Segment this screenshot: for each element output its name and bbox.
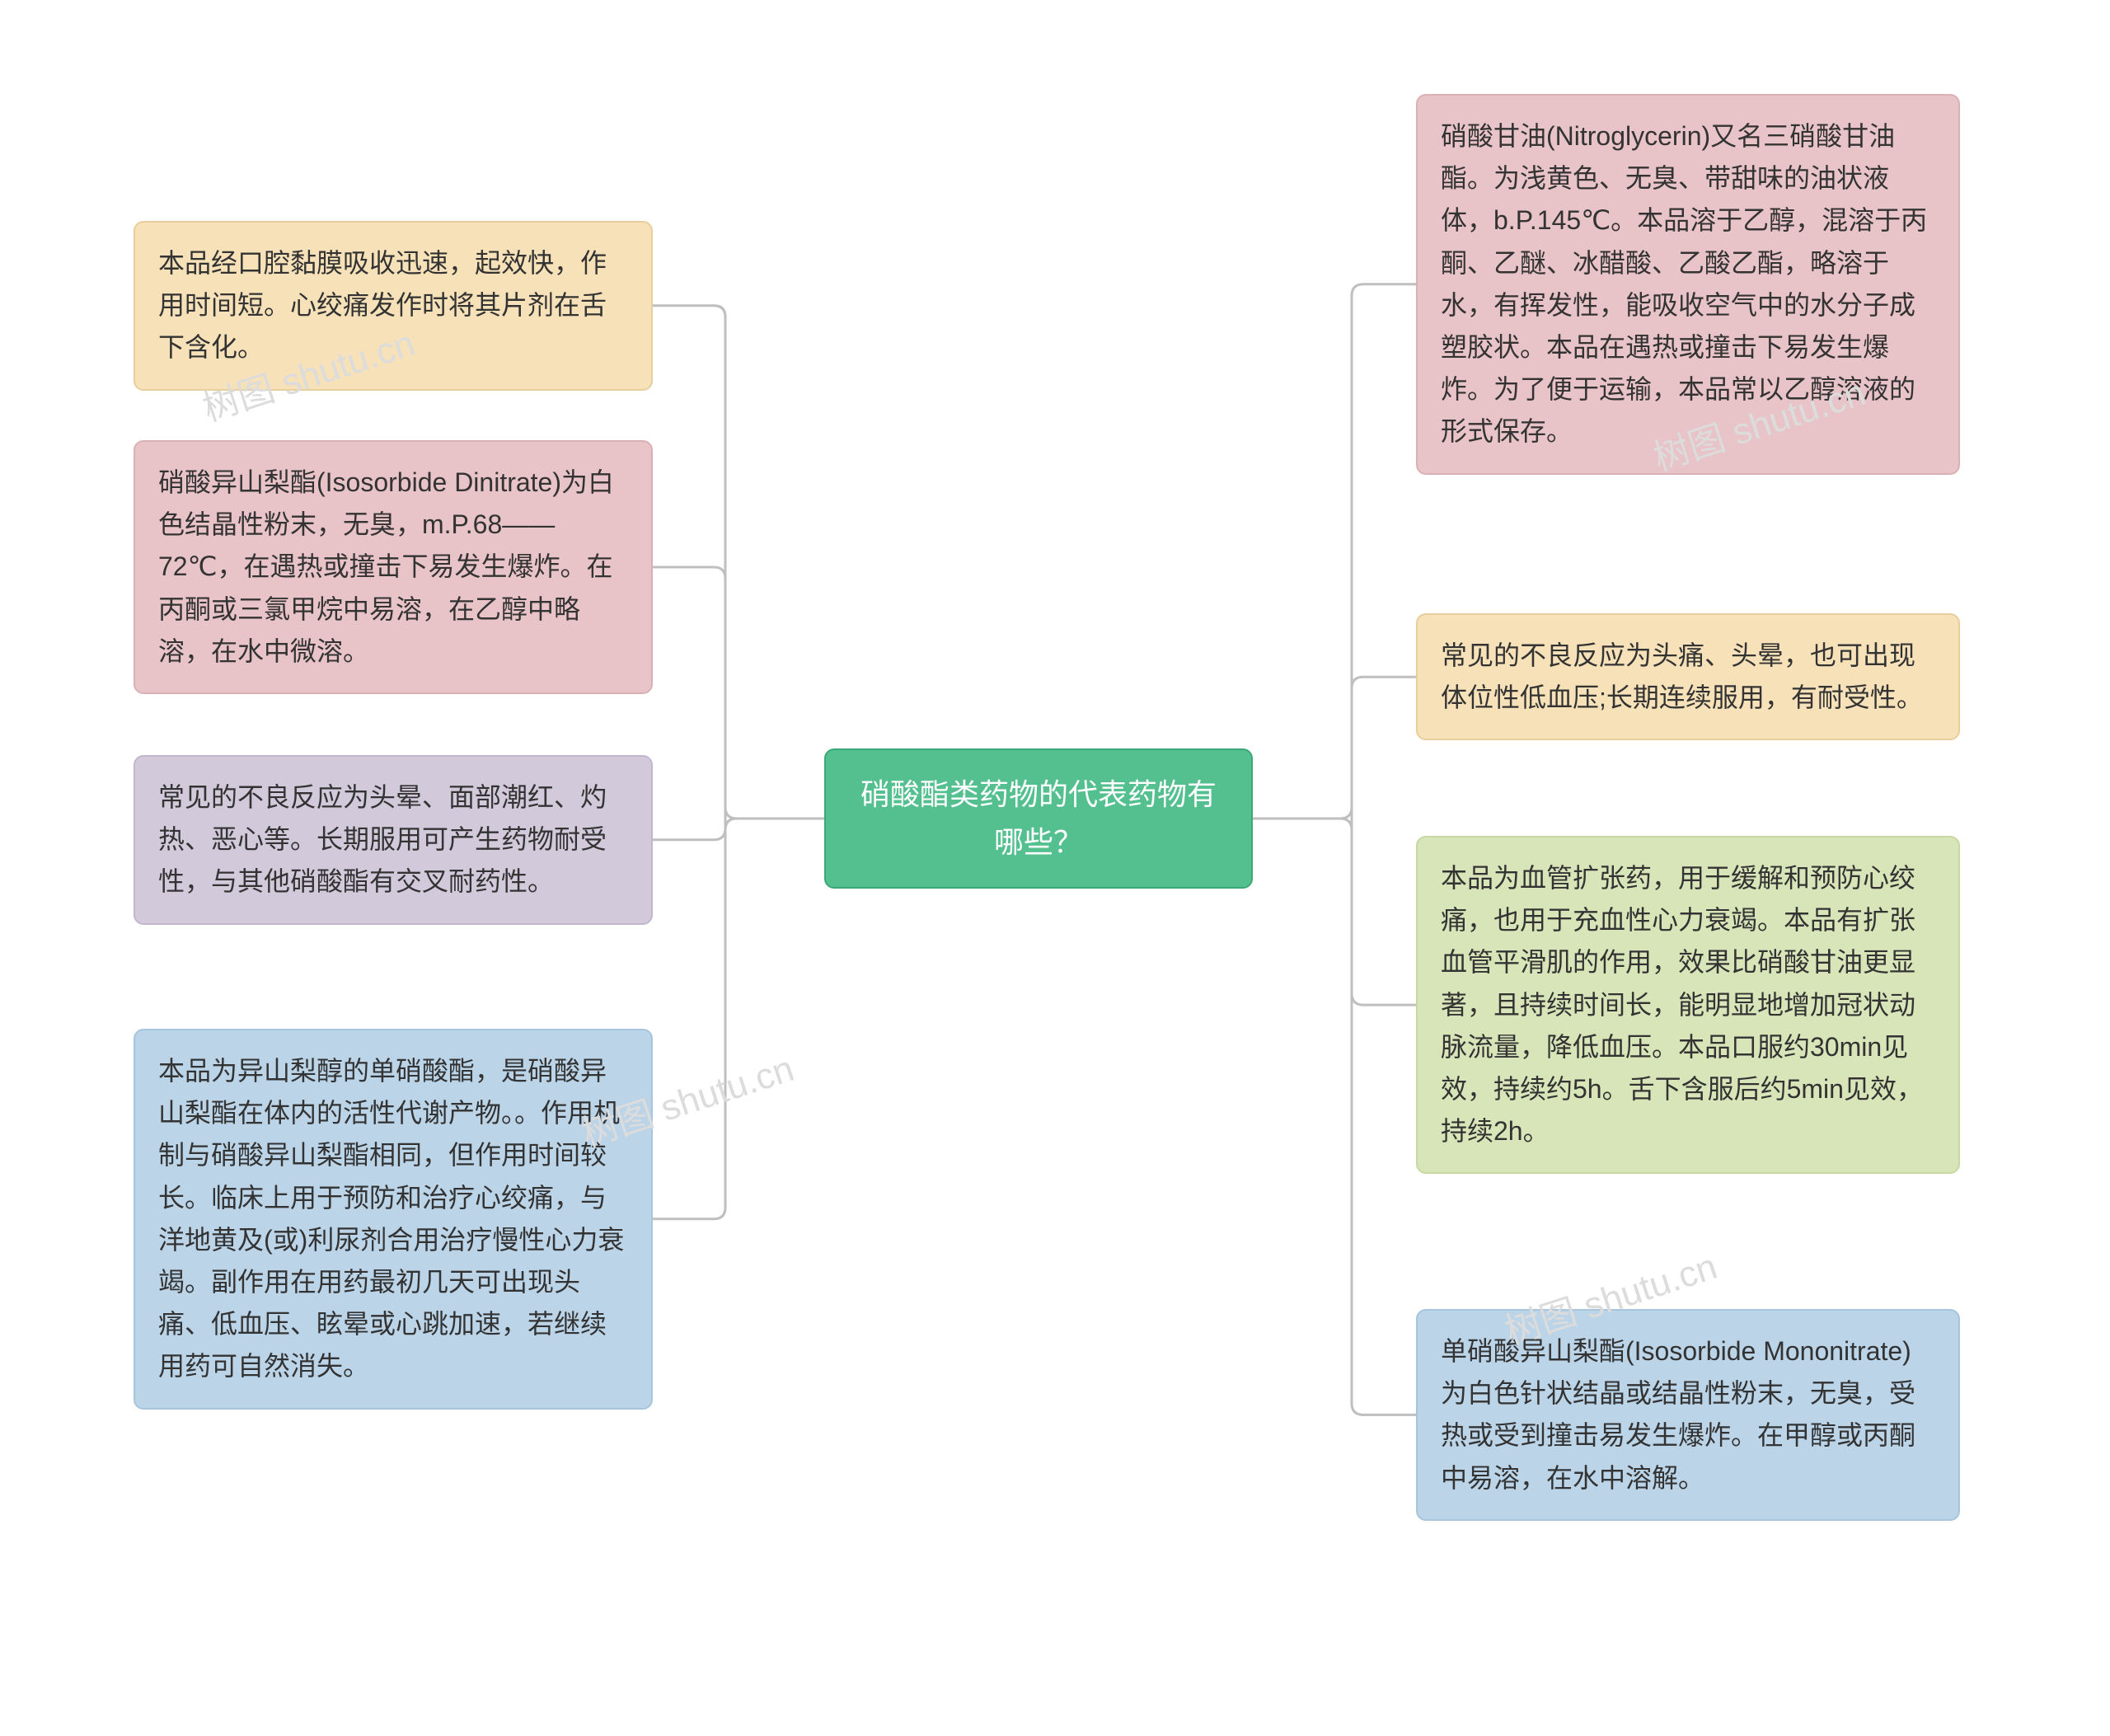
left-node-0-text: 本品经口腔黏膜吸收迅速，起效快，作用时间短。心绞痛发作时将其片剂在舌下含化。 <box>158 248 607 362</box>
left-node-1: 硝酸异山梨酯(Isosorbide Dinitrate)为白色结晶性粉末，无臭，… <box>134 440 653 694</box>
right-node-0-text: 硝酸甘油(Nitroglycerin)又名三硝酸甘油酯。为浅黄色、无臭、带甜味的… <box>1441 121 1927 446</box>
left-node-1-text: 硝酸异山梨酯(Isosorbide Dinitrate)为白色结晶性粉末，无臭，… <box>158 467 614 666</box>
left-node-0: 本品经口腔黏膜吸收迅速，起效快，作用时间短。心绞痛发作时将其片剂在舌下含化。 <box>134 221 653 391</box>
center-node: 硝酸酯类药物的代表药物有哪些？ <box>824 748 1253 889</box>
left-node-3-text: 本品为异山梨醇的单硝酸酯，是硝酸异山梨酯在体内的活性代谢产物。。作用机制与硝酸异… <box>158 1056 624 1381</box>
left-node-3: 本品为异山梨醇的单硝酸酯，是硝酸异山梨酯在体内的活性代谢产物。。作用机制与硝酸异… <box>134 1029 653 1410</box>
right-node-2-text: 本品为血管扩张药，用于缓解和预防心绞痛，也用于充血性心力衰竭。本品有扩张血管平滑… <box>1441 863 1923 1146</box>
right-node-1: 常见的不良反应为头痛、头晕，也可出现体位性低血压;长期连续服用，有耐受性。 <box>1416 613 1960 740</box>
left-node-2-text: 常见的不良反应为头晕、面部潮红、灼热、恶心等。长期服用可产生药物耐受性，与其他硝… <box>158 782 607 896</box>
left-node-2: 常见的不良反应为头晕、面部潮红、灼热、恶心等。长期服用可产生药物耐受性，与其他硝… <box>134 755 653 925</box>
right-node-2: 本品为血管扩张药，用于缓解和预防心绞痛，也用于充血性心力衰竭。本品有扩张血管平滑… <box>1416 836 1960 1174</box>
right-node-3-text: 单硝酸异山梨酯(Isosorbide Mononitrate)为白色针状结晶或结… <box>1441 1336 1915 1493</box>
right-node-1-text: 常见的不良反应为头痛、头晕，也可出现体位性低血压;长期连续服用，有耐受性。 <box>1441 640 1923 712</box>
right-node-3: 单硝酸异山梨酯(Isosorbide Mononitrate)为白色针状结晶或结… <box>1416 1309 1960 1521</box>
right-node-0: 硝酸甘油(Nitroglycerin)又名三硝酸甘油酯。为浅黄色、无臭、带甜味的… <box>1416 94 1960 475</box>
center-node-text: 硝酸酯类药物的代表药物有哪些？ <box>849 771 1228 866</box>
